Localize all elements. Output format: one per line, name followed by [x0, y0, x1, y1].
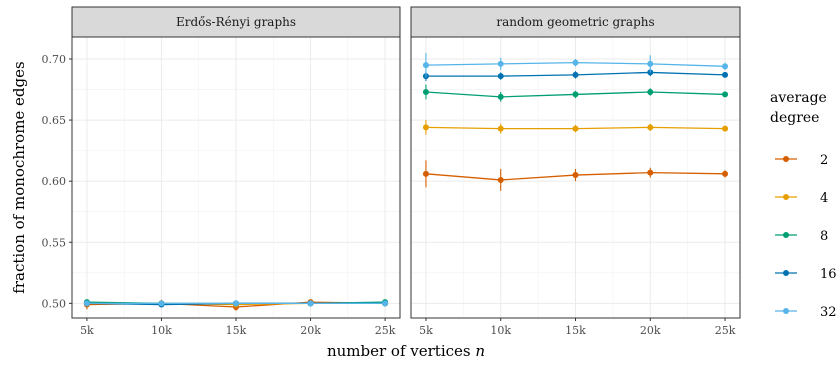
x-tick-label: 25k [715, 324, 736, 337]
legend-label: 32 [820, 305, 837, 320]
data-point-32 [83, 300, 90, 307]
data-point-8 [572, 91, 579, 98]
data-point-4 [572, 125, 579, 132]
data-point-32 [307, 300, 314, 307]
y-tick-label: 0.50 [42, 297, 67, 310]
facet-strip [71, 6, 401, 38]
legend-title: average [770, 90, 827, 106]
data-point-32 [233, 300, 239, 307]
facet-strip [410, 6, 741, 38]
x-tick-label: 10k [490, 324, 511, 337]
legend-label: 4 [820, 191, 828, 206]
y-tick-label: 0.55 [42, 236, 67, 249]
y-tick-label: 0.65 [42, 114, 67, 127]
y-tick-label: 0.60 [42, 175, 67, 188]
legend-label: 16 [820, 267, 837, 282]
data-point-32 [382, 300, 389, 307]
facet-title: Erdős-Rényi graphs [176, 15, 296, 29]
data-point-4 [497, 125, 504, 132]
x-tick-label: 5k [80, 324, 94, 337]
data-point-16 [722, 71, 729, 78]
y-axis-title: fraction of monochrome edges [10, 61, 28, 293]
data-point-32 [722, 63, 729, 70]
legend-title: degree [770, 110, 819, 126]
data-point-16 [497, 73, 504, 80]
data-point-2 [572, 172, 579, 179]
x-tick-label: 10k [151, 324, 172, 337]
x-tick-label: 15k [565, 324, 586, 337]
legend-key-point [783, 194, 789, 200]
data-point-2 [722, 170, 729, 177]
x-tick-label: 20k [300, 324, 321, 337]
data-point-2 [422, 170, 429, 177]
data-point-16 [572, 71, 579, 78]
x-axis-title: number of vertices n [327, 342, 485, 360]
legend-key-point [783, 232, 789, 238]
data-point-32 [422, 62, 429, 69]
data-point-32 [158, 300, 165, 307]
legend-label: 8 [820, 229, 828, 244]
data-point-2 [647, 169, 654, 176]
facet-title: random geometric graphs [496, 15, 654, 29]
x-tick-label: 25k [375, 324, 396, 337]
x-tick-label: 20k [640, 324, 661, 337]
data-point-32 [647, 60, 654, 67]
y-tick-label: 0.70 [42, 53, 67, 66]
data-point-4 [722, 125, 729, 132]
data-point-4 [422, 124, 429, 131]
data-point-32 [497, 60, 504, 67]
data-point-8 [647, 88, 654, 95]
data-point-8 [722, 91, 729, 98]
x-tick-label: 15k [226, 324, 247, 337]
legend-key-point [783, 308, 789, 314]
data-point-8 [497, 93, 504, 100]
data-point-32 [572, 59, 579, 66]
x-tick-label: 5k [419, 324, 433, 337]
legend-label: 2 [820, 153, 828, 168]
data-point-8 [422, 88, 429, 95]
legend-key-point [783, 156, 789, 162]
data-point-4 [647, 124, 654, 131]
data-point-2 [497, 176, 504, 183]
legend-key-point [783, 270, 789, 276]
